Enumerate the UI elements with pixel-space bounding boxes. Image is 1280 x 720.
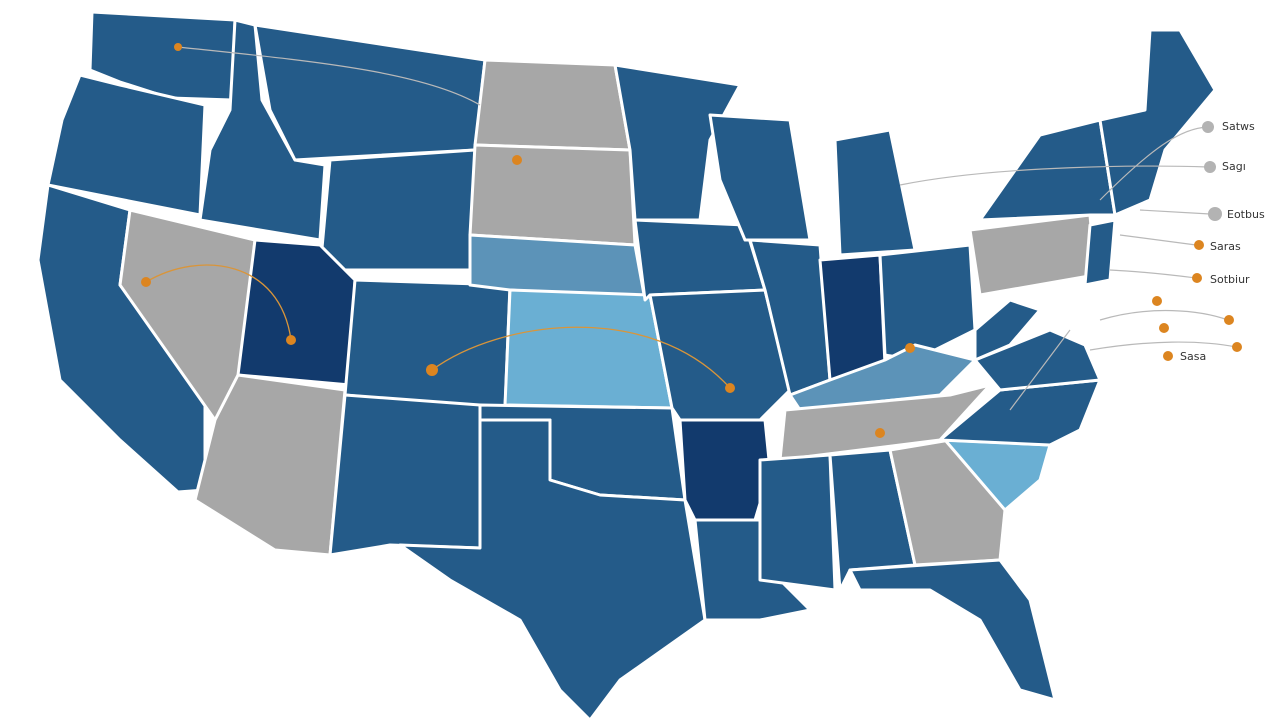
marker: [1204, 161, 1216, 173]
state: [973, 298, 1042, 362]
marker: [725, 383, 735, 393]
lead-line: [899, 165, 1209, 186]
state: [318, 148, 477, 272]
lead-line: [177, 46, 481, 106]
arc: [431, 326, 731, 389]
marker: [1159, 323, 1169, 333]
state: [1083, 218, 1117, 287]
marker: [286, 335, 296, 345]
lead-line: [1119, 234, 1197, 246]
state: [503, 288, 674, 410]
lead-line: [1089, 341, 1237, 351]
map-label: Sagı: [1222, 160, 1246, 173]
marker: [1208, 207, 1222, 221]
marker: [1192, 273, 1202, 283]
state: [968, 213, 1097, 297]
marker: [141, 277, 151, 287]
state: [848, 558, 1057, 702]
state: [328, 393, 482, 557]
state: [468, 143, 637, 247]
marker: [1224, 315, 1234, 325]
map-label: Sotbiur: [1210, 273, 1250, 286]
marker: [875, 428, 885, 438]
marker: [1232, 342, 1242, 352]
state: [198, 18, 327, 242]
state: [253, 23, 487, 162]
state: [818, 253, 887, 382]
map-label: Satws: [1222, 120, 1255, 133]
map-label: Saras: [1210, 240, 1241, 253]
marker: [905, 343, 915, 353]
state: [878, 243, 977, 362]
arcs: [141, 43, 915, 438]
state: [236, 238, 357, 387]
lead-line: [1139, 209, 1211, 215]
state: [758, 453, 837, 592]
state: [398, 418, 707, 720]
marker: [512, 155, 522, 165]
marker: [1202, 121, 1214, 133]
marker: [1194, 240, 1204, 250]
state: [888, 438, 1007, 567]
state: [1098, 28, 1217, 217]
leaders: [899, 121, 1242, 411]
lead-line: [1099, 309, 1229, 321]
state: [833, 128, 917, 257]
state: [343, 278, 512, 412]
map-label: Eotbus: [1227, 208, 1265, 221]
state: [473, 58, 632, 152]
marker: [174, 43, 182, 51]
arc: [145, 264, 292, 341]
state: [978, 118, 1117, 222]
marker: [1152, 296, 1162, 306]
lead-line: [1099, 126, 1209, 201]
states: [36, 10, 1217, 720]
state: [613, 63, 742, 222]
state: [938, 378, 1102, 447]
lead-line: [1009, 329, 1071, 411]
marker: [1163, 351, 1173, 361]
state: [708, 113, 812, 242]
state: [778, 383, 992, 462]
map-label: Sasa: [1180, 350, 1206, 363]
state: [973, 328, 1102, 392]
lead-line: [1109, 269, 1197, 279]
marker: [426, 364, 438, 376]
state: [678, 418, 772, 522]
